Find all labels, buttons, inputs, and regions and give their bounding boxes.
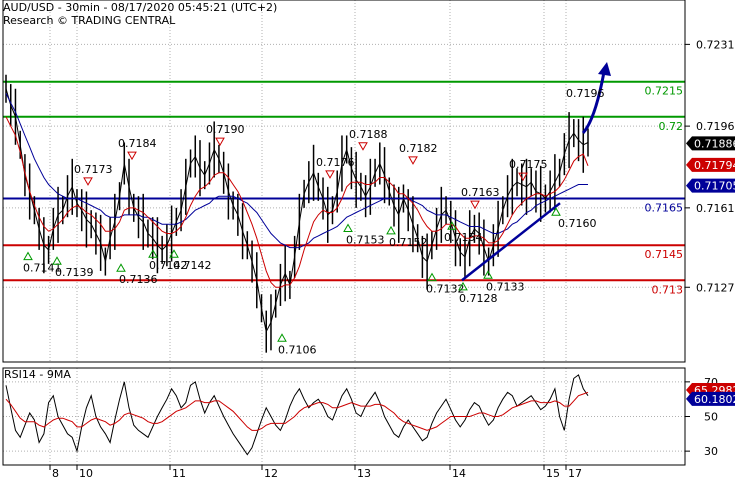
peak-label: 0.7188	[349, 128, 388, 141]
trough-marker	[458, 281, 468, 291]
ma-fast-badge: 0.71794	[694, 159, 735, 172]
trough-marker	[551, 207, 561, 216]
ma-slow-line	[5, 93, 588, 249]
x-tick-label: 11	[172, 467, 186, 480]
trough-label: 0.7154	[444, 231, 483, 244]
trough-marker	[427, 272, 437, 282]
trough-label: 0.7136	[119, 273, 158, 286]
y-tick-label: 0.7161	[696, 202, 735, 215]
peak-marker	[470, 200, 480, 210]
trough-label: 0.7160	[558, 217, 597, 230]
last-price-badge: 0.71886	[694, 137, 735, 150]
price-series-layer	[5, 74, 589, 456]
x-tick-label: 14	[452, 467, 466, 480]
trough-marker	[169, 249, 179, 258]
trough-marker	[52, 256, 62, 265]
chart-source: Research © TRADING CENTRAL	[3, 14, 176, 27]
x-tick-label: 15	[546, 467, 560, 480]
level-label: 0.713	[652, 283, 684, 296]
trough-marker	[116, 263, 126, 272]
trough-label: 0.7128	[459, 292, 498, 305]
peak-label: 0.7163	[461, 186, 500, 199]
trough-label: 0.7133	[486, 280, 525, 293]
ma-fast-line	[5, 116, 589, 288]
trough-label: 0.7132	[426, 283, 465, 296]
trough-marker	[277, 333, 287, 342]
peak-marker	[358, 142, 368, 151]
projection-arrow	[581, 71, 606, 135]
rsi-tick-label: 50	[704, 411, 718, 424]
ma-slow-badge-bg	[686, 178, 735, 193]
x-tick-label: 17	[568, 467, 582, 480]
trough-marker	[447, 221, 457, 230]
trough-label: 0.7142	[149, 259, 188, 272]
y-tick-label: 0.7127	[696, 281, 735, 294]
gridlines	[3, 0, 685, 465]
level-lines: 0.7215 0.72 0.7165 0.7145 0.713	[3, 80, 685, 296]
x-tick-label: 8	[52, 467, 59, 480]
trough-label: 0.7141	[23, 262, 62, 275]
annotation-label: 0.7196	[566, 87, 605, 100]
trough-label: 0.7142	[173, 259, 212, 272]
peak-marker	[215, 137, 225, 147]
peak-label: 0.7184	[118, 137, 157, 150]
peak-marker	[408, 156, 418, 165]
annotations-layer: 0.7173 0.7184 0.7190 0.7176 0.7188 0.7182 0.71…	[23, 62, 611, 356]
level-label: 0.72	[659, 120, 684, 133]
trough-marker	[386, 225, 396, 235]
trough-label: 0.7106	[278, 343, 317, 356]
trend-line	[461, 202, 561, 282]
peak-marker	[127, 151, 137, 161]
level-label: 0.7215	[645, 85, 684, 98]
trough-marker	[148, 249, 158, 258]
y-tick-label: 0.7196	[696, 120, 735, 133]
rsi-value-badge: 60.1802	[694, 393, 735, 406]
trough-label: 0.7139	[55, 266, 94, 279]
x-tick-label: 10	[79, 467, 93, 480]
trough-label: 0.7152	[389, 236, 428, 249]
y-tick-label: 0.7231	[696, 38, 735, 51]
arrow-head	[598, 62, 611, 76]
peak-marker	[325, 170, 335, 179]
last-price-badge-bg	[686, 136, 735, 151]
trough-marker	[483, 270, 493, 279]
trough-marker	[343, 223, 353, 233]
price-close-line	[5, 88, 589, 334]
rsi-value-badge-bg	[686, 391, 735, 406]
rsi-tick-label: 30	[704, 445, 718, 458]
peak-label: 0.7190	[206, 123, 245, 136]
peak-label: 0.7175	[509, 158, 548, 171]
trough-marker	[23, 251, 33, 261]
level-label: 0.7165	[645, 202, 684, 215]
rsi-ma-line	[5, 391, 589, 431]
ma-fast-badge-bg	[686, 157, 735, 172]
x-tick-label: 13	[357, 467, 371, 480]
ma-slow-badge: 0.71705	[694, 180, 735, 193]
peak-label: 0.7182	[399, 142, 438, 155]
peak-marker	[83, 177, 93, 186]
rsi-line	[5, 374, 589, 456]
peak-marker	[518, 172, 528, 182]
trough-label: 0.7153	[346, 234, 385, 247]
chart-title: AUD/USD - 30min - 08/17/2020 05:45:21 (U…	[3, 1, 278, 14]
price-panel-frame	[2, 0, 686, 363]
level-label: 0.7145	[645, 248, 684, 261]
peak-label: 0.7173	[74, 163, 113, 176]
x-tick-label: 12	[264, 467, 278, 480]
rsi-panel-title: RSI14 - 9MA	[4, 368, 71, 381]
peak-label: 0.7176	[316, 156, 355, 169]
